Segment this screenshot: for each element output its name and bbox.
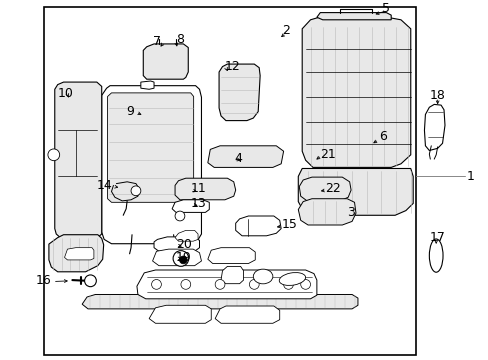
Ellipse shape [300,279,310,289]
Ellipse shape [84,275,96,287]
Polygon shape [219,64,260,121]
Polygon shape [207,146,283,167]
Text: 8: 8 [176,33,183,46]
Polygon shape [302,16,410,167]
Text: 6: 6 [378,130,386,143]
Text: 18: 18 [429,89,445,102]
Polygon shape [149,305,211,323]
Ellipse shape [179,256,187,264]
Polygon shape [49,235,103,272]
Polygon shape [298,199,355,225]
Ellipse shape [283,279,293,289]
Polygon shape [141,81,154,89]
Polygon shape [207,248,255,264]
Ellipse shape [428,239,442,272]
Polygon shape [64,248,94,260]
Ellipse shape [249,279,259,289]
Polygon shape [215,306,279,323]
Text: 20: 20 [176,238,191,251]
Polygon shape [107,93,193,202]
Polygon shape [154,237,199,251]
Polygon shape [137,270,316,299]
Polygon shape [316,13,390,20]
Text: 7: 7 [153,35,161,48]
Text: 4: 4 [234,152,242,165]
Text: 19: 19 [176,251,191,264]
Bar [44,7,415,355]
Ellipse shape [131,186,141,196]
Text: 21: 21 [320,148,335,161]
Polygon shape [102,86,201,244]
Polygon shape [175,230,198,241]
Text: 10: 10 [58,87,74,100]
Ellipse shape [48,149,60,161]
Polygon shape [175,178,235,200]
Text: 16: 16 [36,274,51,287]
Text: 14: 14 [97,179,112,192]
Ellipse shape [173,251,188,266]
Polygon shape [172,200,209,212]
Text: 17: 17 [429,231,445,244]
Text: 9: 9 [126,105,134,118]
Text: 13: 13 [190,197,206,210]
Ellipse shape [279,273,305,285]
Text: 22: 22 [325,183,340,195]
Polygon shape [424,104,444,150]
Polygon shape [55,82,102,238]
Ellipse shape [215,279,224,289]
Ellipse shape [151,279,161,289]
Text: 15: 15 [281,219,296,231]
Text: 3: 3 [346,206,354,219]
Polygon shape [152,249,201,266]
Polygon shape [298,168,412,215]
Ellipse shape [175,211,184,221]
Text: 12: 12 [224,60,240,73]
Polygon shape [82,294,357,309]
Polygon shape [221,266,243,284]
Text: 5: 5 [382,3,389,15]
Text: 2: 2 [282,24,289,37]
Text: 1: 1 [466,170,474,183]
Ellipse shape [253,269,272,284]
Polygon shape [143,44,188,79]
Text: 11: 11 [190,183,206,195]
Polygon shape [299,177,350,201]
Ellipse shape [181,279,190,289]
Polygon shape [235,216,281,236]
